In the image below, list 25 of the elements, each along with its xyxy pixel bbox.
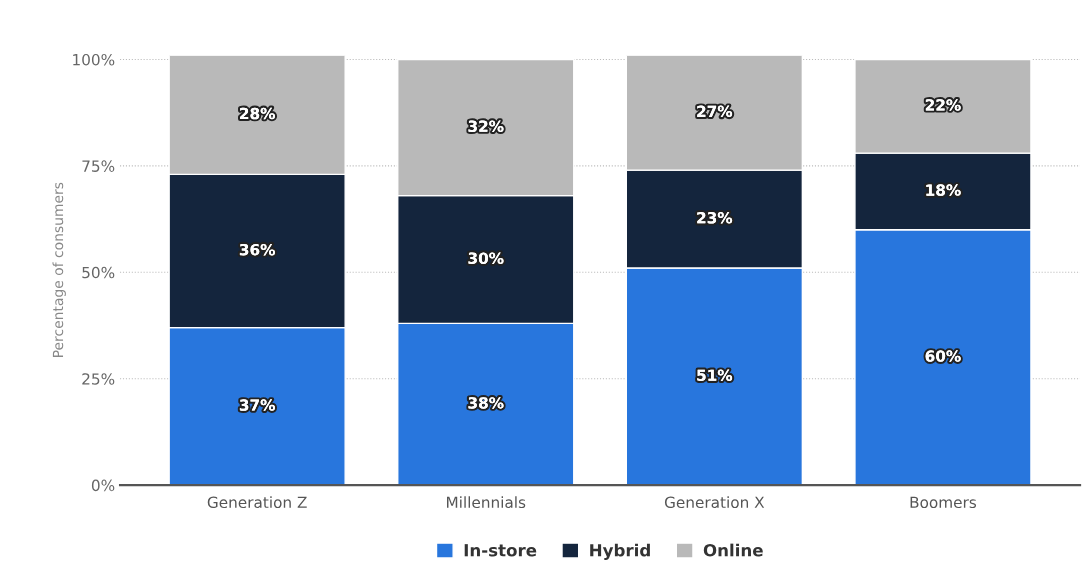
y-tick-label: 75% xyxy=(82,160,115,172)
data-label: 32% xyxy=(468,120,504,132)
data-label: 38% xyxy=(468,397,504,409)
data-label: 51% xyxy=(697,369,733,382)
data-label: 37% xyxy=(239,399,275,411)
legend-label: Hybrid xyxy=(590,543,650,560)
data-label: 28% xyxy=(240,107,275,120)
x-tick-label: Generation Z xyxy=(207,496,307,509)
data-label: 36% xyxy=(239,243,275,256)
y-tick-label: 100% xyxy=(73,53,115,66)
x-tick-label: Generation X xyxy=(664,496,765,509)
x-tick-label: Boomers xyxy=(910,496,977,509)
y-axis-title: Percentage of consumers xyxy=(52,182,66,357)
y-tick-label: 0% xyxy=(91,479,115,492)
x-tick-label: Millennials xyxy=(447,496,526,509)
data-label: 30% xyxy=(468,252,504,264)
data-label: 23% xyxy=(697,211,733,224)
data-label: 18% xyxy=(926,184,961,196)
data-label: 60% xyxy=(925,350,961,362)
data-label: 22% xyxy=(925,99,961,111)
y-tick-label: 50% xyxy=(82,266,115,279)
legend-label: Online xyxy=(703,543,763,557)
data-label: 27% xyxy=(697,105,733,118)
y-tick-label: 25% xyxy=(82,373,115,385)
legend-label: In-store xyxy=(464,544,537,557)
